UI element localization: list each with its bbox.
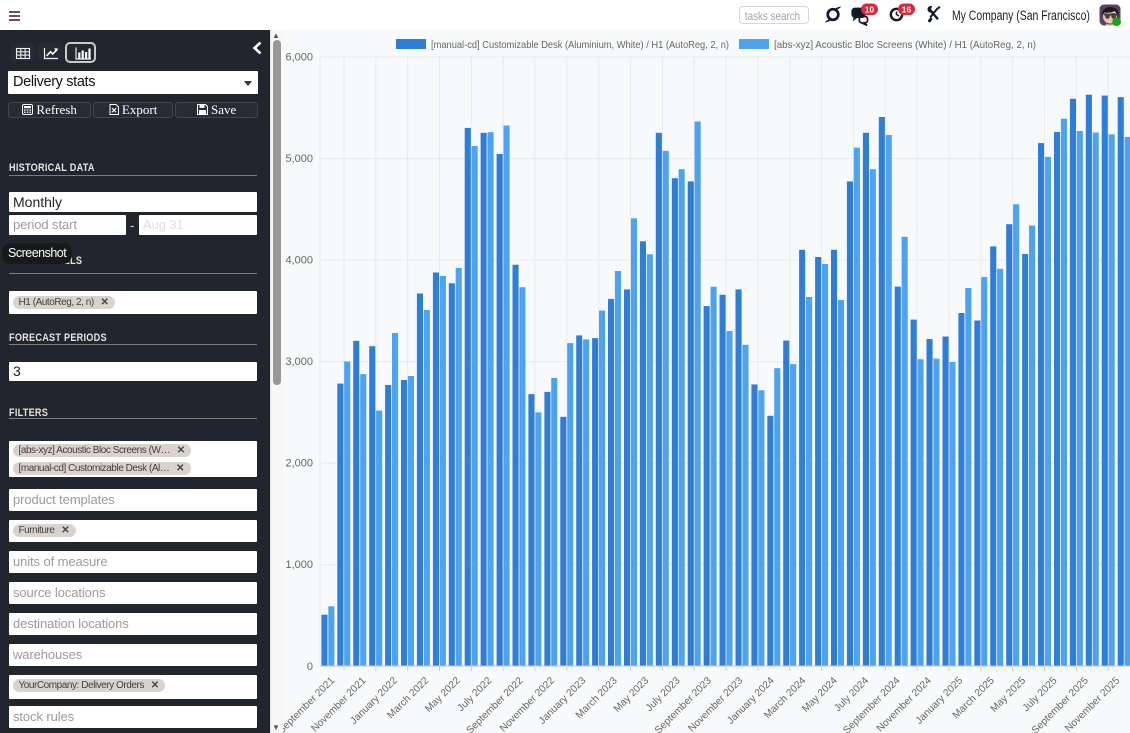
svg-text:10: 10 [865,4,875,14]
svg-text:[abs-xyz] Acoustic Bloc Screen: [abs-xyz] Acoustic Bloc Screens (White) … [774,40,1036,51]
svg-text:1,000: 1,000 [285,559,313,571]
svg-text:16: 16 [902,4,912,14]
svg-text:2,000: 2,000 [285,458,313,470]
svg-text:[manual-cd] Customizable Desk: [manual-cd] Customizable Desk (Aluminium… [431,40,729,51]
svg-text:5,000: 5,000 [285,153,313,165]
svg-text:0: 0 [307,661,313,673]
svg-text:4,000: 4,000 [285,255,313,267]
svg-text:6,000: 6,000 [285,51,313,63]
svg-text:3,000: 3,000 [285,356,313,368]
